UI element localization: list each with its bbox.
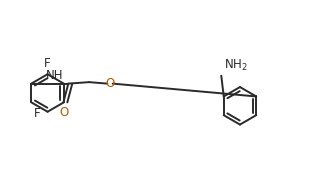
Text: F: F [44, 57, 51, 70]
Text: NH: NH [46, 69, 64, 82]
Text: NH$_2$: NH$_2$ [224, 58, 248, 73]
Text: F: F [34, 107, 41, 120]
Text: O: O [60, 106, 69, 119]
Text: O: O [105, 77, 114, 90]
